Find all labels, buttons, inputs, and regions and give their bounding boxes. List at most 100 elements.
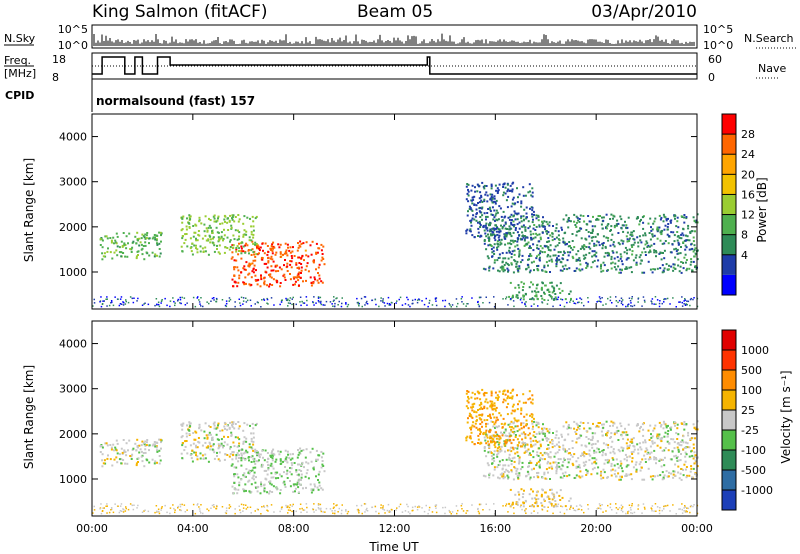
velocity-echo-cell [628, 444, 631, 447]
power-echo-cell [525, 212, 528, 215]
power-ground-scatter [266, 297, 268, 300]
velocity-ground-scatter [611, 509, 613, 511]
velocity-echo-cell [652, 475, 655, 478]
power-echo-cell [518, 265, 521, 268]
velocity-echo-cell [585, 474, 588, 476]
velocity-echo-cell [626, 474, 629, 477]
velocity-ground-scatter [129, 503, 132, 505]
power-echo-cell [298, 276, 301, 279]
freq-label-2: [MHz] [4, 67, 36, 80]
power-echo-cell [498, 256, 501, 259]
velocity-echo-cell [479, 433, 482, 435]
velocity-echo-cell [260, 481, 262, 484]
power-echo-cell [485, 226, 488, 229]
power-echo-cell [516, 187, 518, 190]
power-echo-cell [242, 222, 245, 225]
velocity-echo-cell [473, 443, 476, 446]
velocity-echo-cell [679, 472, 682, 475]
power-echo-cell [624, 268, 627, 270]
power-ground-scatter [111, 301, 113, 304]
velocity-echo-cell [274, 460, 277, 463]
power-echo-cell [137, 250, 140, 253]
power-echo-cell [490, 248, 493, 251]
velocity-echo-cell [537, 460, 540, 463]
power-echo-cell [321, 256, 324, 259]
velocity-echo-cell [517, 454, 520, 457]
velocity-echo-cell [290, 462, 293, 464]
velocity-ground-scatter [202, 512, 204, 515]
velocity-echo-cell [188, 433, 191, 435]
power-echo-cell [635, 217, 638, 220]
velocity-echo-cell [251, 477, 254, 480]
power-echo-cell [657, 229, 660, 232]
power-echo-cell [284, 250, 287, 253]
velocity-echo-cell [605, 443, 608, 446]
velocity-ground-scatter [137, 504, 139, 507]
velocity-ground-scatter [108, 511, 111, 514]
velocity-echo-cell [282, 460, 284, 463]
power-echo-cell [547, 237, 550, 239]
power-echo-cell [604, 246, 607, 249]
power-echo-cell [639, 239, 642, 242]
velocity-ground-scatter [338, 507, 340, 510]
power-echo-cell [468, 229, 471, 232]
velocity-echo-cell [220, 438, 223, 441]
velocity-echo-cell [544, 477, 547, 480]
power-ground-scatter [692, 298, 694, 301]
velocity-echo-cell [266, 460, 269, 463]
velocity-ground-scatter [651, 505, 654, 507]
power-echo-cell [209, 235, 212, 238]
power-echo-cell [322, 258, 325, 260]
power-echo-cell [522, 234, 524, 237]
power-ground-scatter [364, 304, 366, 306]
velocity-echo-cell [484, 475, 487, 478]
power-echo-cell [520, 200, 523, 203]
power-echo-cell [254, 217, 257, 220]
power-echo-cell [615, 224, 618, 227]
velocity-echo-cell [470, 396, 473, 399]
velocity-echo-cell [662, 459, 664, 461]
velocity-echo-cell [312, 468, 315, 471]
velocity-echo-cell [160, 441, 162, 444]
velocity-echo-cell [491, 441, 494, 444]
velocity-echo-cell [230, 434, 233, 437]
power-echo-cell [567, 245, 570, 248]
velocity-echo-cell [522, 426, 525, 429]
power-echo-cell [474, 186, 476, 189]
velocity-ground-scatter [478, 512, 480, 514]
velocity-echo-cell [213, 457, 216, 460]
velocity-ground-scatter [583, 511, 585, 514]
velocity-echo-cell [680, 453, 682, 455]
velocity-ground-scatter [199, 510, 201, 512]
velocity-echo-cell [570, 504, 572, 507]
velocity-echo-cell [260, 485, 263, 488]
velocity-echo-cell [506, 470, 509, 472]
velocity-echo-cell [538, 432, 541, 435]
power-echo-cell [298, 244, 301, 247]
power-echo-cell [479, 191, 482, 194]
velocity-echo-cell [615, 458, 618, 461]
velocity-echo-cell [658, 433, 661, 436]
velocity-echo-cell [505, 406, 508, 409]
power-echo-cell [543, 225, 546, 228]
velocity-echo-cell [236, 492, 239, 495]
velocity-echo-cell [195, 451, 197, 454]
power-echo-cell [529, 233, 532, 236]
power-echo-cell [696, 213, 699, 216]
power-echo-cell [247, 249, 250, 252]
power-echo-cell [641, 251, 644, 254]
power-echo-cell [518, 193, 521, 196]
velocity-echo-cell [675, 432, 678, 435]
velocity-ground-scatter [651, 508, 653, 510]
power-echo-cell [252, 271, 255, 274]
power-echo-cell [671, 243, 674, 246]
power-echo-cell [627, 257, 630, 260]
velocity-echo-cell [672, 473, 675, 476]
velocity-echo-cell [235, 457, 238, 460]
power-echo-cell [116, 254, 119, 257]
power-echo-cell [156, 254, 158, 257]
velocity-ground-scatter [263, 505, 265, 507]
velocity-echo-cell [538, 431, 541, 434]
power-echo-cell [692, 216, 695, 219]
velocity-echo-cell [533, 467, 535, 470]
